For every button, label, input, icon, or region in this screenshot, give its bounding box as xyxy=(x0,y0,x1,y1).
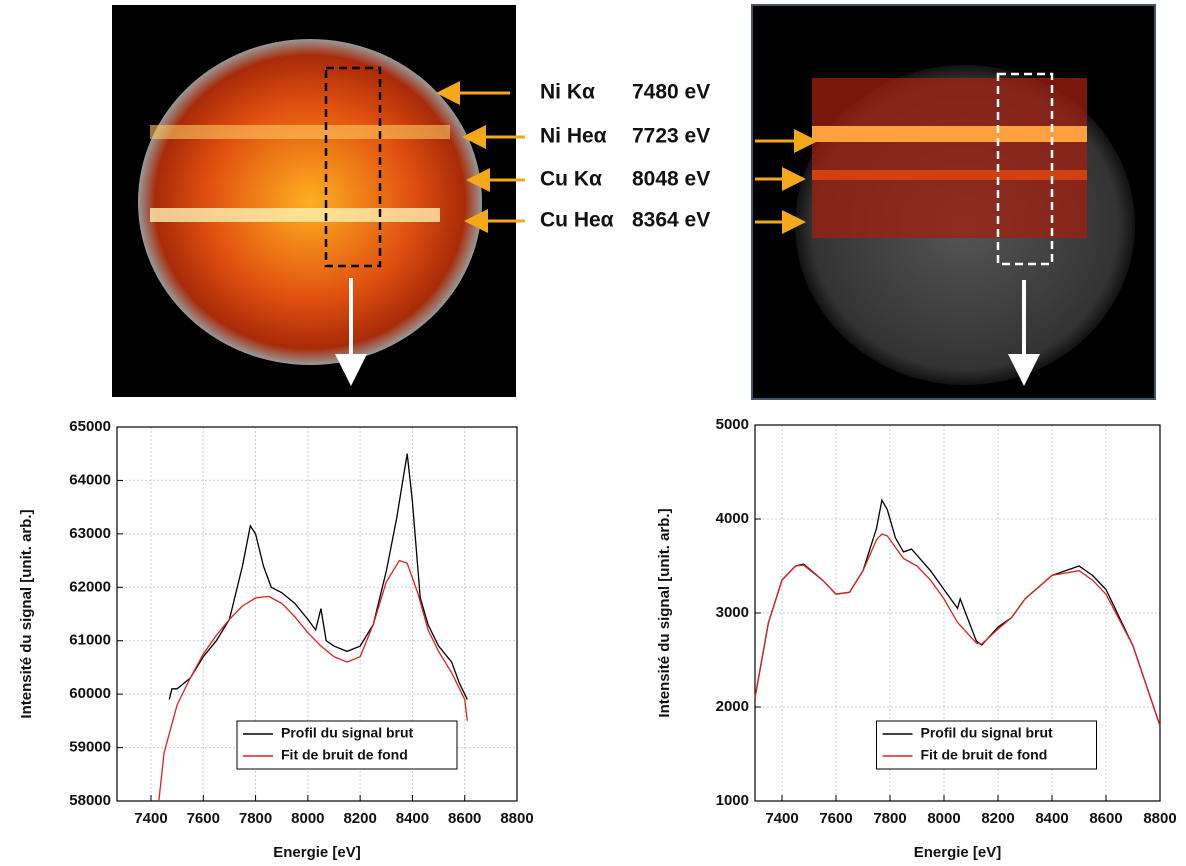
x-axis-label: Energie [eV] xyxy=(273,844,361,861)
legend-label: Fit de bruit de fond xyxy=(281,747,408,763)
y-tick-label: 3000 xyxy=(716,604,749,621)
y-tick-label: 65000 xyxy=(69,418,111,435)
x-tick-label: 8600 xyxy=(1089,810,1122,827)
legend-box xyxy=(236,720,458,770)
energy-label: 8364 eV xyxy=(632,209,710,232)
plot-frame xyxy=(116,426,518,802)
y-tick-label: 1000 xyxy=(716,792,749,809)
x-axis-label: Energie [eV] xyxy=(914,844,1002,861)
legend-label: Profil du signal brut xyxy=(281,725,414,741)
legend: Profil du signal brut Fit de bruit de fon… xyxy=(236,720,458,770)
y-tick-label: 62000 xyxy=(69,578,111,595)
series-line xyxy=(168,453,468,700)
x-tick-label: 8400 xyxy=(1035,810,1068,827)
x-tick-label: 7800 xyxy=(873,810,906,827)
y-tick-label: 64000 xyxy=(69,471,111,488)
x-tick-label: 8400 xyxy=(396,810,429,827)
y-tick-label: 61000 xyxy=(69,632,111,649)
energy-label: 8048 eV xyxy=(632,168,710,191)
x-tick-label: 7600 xyxy=(187,810,220,827)
x-tick-label: 7800 xyxy=(239,810,272,827)
y-tick-label: 60000 xyxy=(69,685,111,702)
x-tick-label: 8000 xyxy=(927,810,960,827)
energy-label: 7723 eV xyxy=(632,125,710,148)
line-label: Ni Heα xyxy=(540,125,607,148)
x-tick-label: 7600 xyxy=(819,810,852,827)
legend-box xyxy=(876,720,1097,770)
y-tick-label: 63000 xyxy=(69,525,111,542)
line-label: Ni Kα xyxy=(540,81,595,104)
y-tick-label: 5000 xyxy=(716,416,749,433)
y-tick-label: 58000 xyxy=(69,792,111,809)
x-tick-label: 7400 xyxy=(765,810,798,827)
series-line xyxy=(754,533,1161,727)
series-line xyxy=(158,559,468,802)
x-tick-label: 8600 xyxy=(448,810,481,827)
x-tick-label: 8800 xyxy=(1143,810,1176,827)
plot-frame xyxy=(754,424,1161,802)
x-tick-label: 7400 xyxy=(134,810,167,827)
legend-label: Profil du signal brut xyxy=(921,725,1054,741)
line-label: Cu Kα xyxy=(540,168,602,191)
x-tick-label: 8200 xyxy=(981,810,1014,827)
y-tick-label: 4000 xyxy=(716,510,749,527)
y-axis-label: Intensité du signal [unit. arb.] xyxy=(656,508,673,717)
x-tick-label: 8000 xyxy=(291,810,324,827)
energy-label: 7480 eV xyxy=(632,81,710,104)
arrows xyxy=(436,81,818,234)
right-image xyxy=(751,4,1156,400)
y-tick-label: 59000 xyxy=(69,739,111,756)
legend-label: Fit de bruit de fond xyxy=(921,747,1048,763)
y-tick-label: 2000 xyxy=(716,698,749,715)
legend: Profil du signal brut Fit de bruit de fon… xyxy=(876,720,1097,770)
left-image xyxy=(112,5,516,397)
line-label: Cu Heα xyxy=(540,209,614,232)
x-tick-label: 8800 xyxy=(500,810,533,827)
y-axis-label: Intensité du signal [unit. arb.] xyxy=(18,509,35,718)
x-tick-label: 8200 xyxy=(343,810,376,827)
